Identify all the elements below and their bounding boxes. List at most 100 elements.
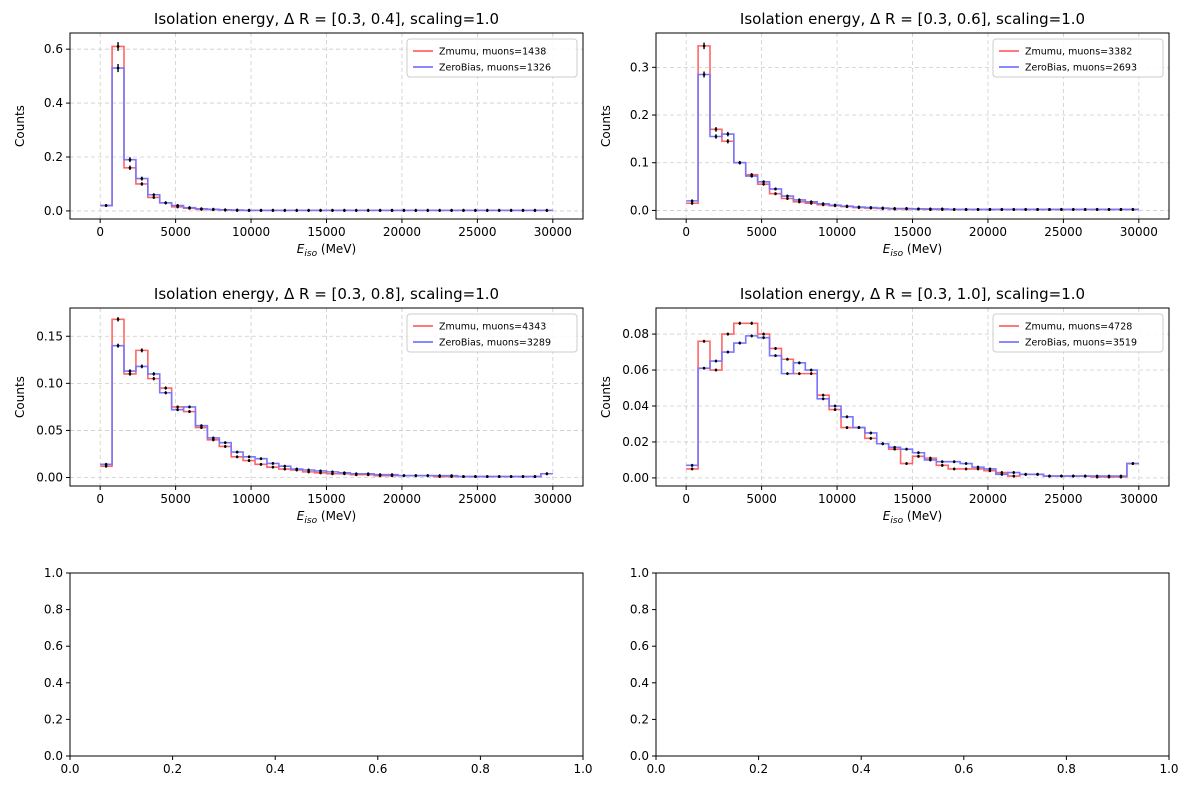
x-tick-label: 0 bbox=[96, 492, 104, 506]
data-point bbox=[104, 204, 108, 207]
data-point bbox=[702, 44, 706, 48]
data-point bbox=[845, 426, 849, 429]
data-point bbox=[988, 467, 992, 471]
data-point bbox=[450, 474, 453, 477]
x-tick-label: 0 bbox=[96, 225, 104, 239]
data-point bbox=[821, 397, 825, 401]
x-tick-label: 20000 bbox=[969, 225, 1007, 239]
x-tick-label: 15000 bbox=[893, 225, 931, 239]
data-point bbox=[1083, 474, 1087, 478]
x-tick-label: 0.8 bbox=[1057, 762, 1076, 776]
x-tick-label: 15000 bbox=[893, 492, 931, 506]
data-point bbox=[726, 139, 730, 143]
legend-entry: ZeroBias, muons=3519 bbox=[1025, 338, 1137, 349]
data-point bbox=[128, 158, 132, 161]
x-axis-label: Eiso (MeV) bbox=[883, 509, 942, 526]
data-point bbox=[319, 209, 322, 212]
data-point bbox=[869, 206, 873, 209]
data-point bbox=[988, 208, 992, 211]
data-point bbox=[366, 472, 370, 476]
data-point bbox=[750, 174, 753, 178]
legend: Zmumu, muons=1438 ZeroBias, muons=1326 bbox=[406, 38, 578, 78]
y-tick-label: 0.15 bbox=[36, 329, 63, 343]
data-point bbox=[1024, 208, 1027, 211]
data-point bbox=[798, 198, 801, 202]
data-point bbox=[188, 410, 191, 413]
y-tick-label: 0.0 bbox=[44, 749, 63, 763]
data-point bbox=[821, 393, 825, 397]
data-point bbox=[223, 445, 227, 448]
x-tick-label: 30000 bbox=[534, 225, 572, 239]
data-point bbox=[235, 455, 239, 459]
y-tick-label: 0.00 bbox=[622, 471, 649, 485]
y-axis-label: Counts bbox=[13, 105, 27, 147]
data-point bbox=[259, 463, 263, 466]
data-point bbox=[714, 368, 718, 372]
data-point bbox=[366, 209, 370, 212]
y-tick-label: 0.8 bbox=[630, 603, 649, 617]
subplot-5: 0.0 0.2 0.4 0.6 0.8 1.0 0.0 0.2 0.4 0.6 0.8 1.0 bbox=[44, 566, 593, 776]
data-point bbox=[128, 372, 132, 376]
data-point bbox=[952, 467, 956, 471]
data-point bbox=[976, 465, 980, 469]
x-tick-label: 10000 bbox=[232, 492, 270, 506]
legend-box bbox=[992, 38, 1164, 78]
x-tick-label: 20000 bbox=[383, 225, 421, 239]
x-axis-label: Eiso (MeV) bbox=[883, 242, 942, 259]
x-tick-label: 20000 bbox=[383, 492, 421, 506]
data-point bbox=[1060, 208, 1063, 211]
data-point bbox=[247, 209, 251, 212]
x-tick-label: 5000 bbox=[746, 492, 777, 506]
data-point bbox=[1012, 208, 1016, 211]
y-axis-label: Counts bbox=[13, 376, 27, 418]
data-point bbox=[881, 206, 885, 210]
data-point bbox=[283, 209, 287, 212]
x-tick-label: 5000 bbox=[160, 492, 191, 506]
data-point bbox=[1036, 473, 1039, 476]
data-point bbox=[474, 475, 477, 478]
data-point bbox=[438, 209, 441, 212]
legend-entry: Zmumu, muons=4343 bbox=[439, 322, 546, 333]
y-tick-label: 0.6 bbox=[630, 639, 649, 653]
axes-frame bbox=[69, 572, 584, 757]
data-point bbox=[343, 209, 346, 212]
data-point bbox=[164, 391, 167, 395]
data-point bbox=[235, 208, 239, 212]
legend-entry: Zmumu, muons=1438 bbox=[439, 47, 546, 58]
data-point bbox=[952, 460, 956, 464]
data-point bbox=[402, 474, 406, 477]
legend-entry: ZeroBias, muons=3289 bbox=[439, 338, 551, 349]
data-point bbox=[212, 207, 215, 211]
data-point bbox=[212, 436, 215, 440]
x-tick-label: 0 bbox=[682, 492, 690, 506]
data-point bbox=[426, 209, 430, 212]
data-point bbox=[354, 209, 358, 212]
data-point bbox=[702, 366, 706, 370]
x-tick-label: 0.2 bbox=[749, 762, 768, 776]
data-point bbox=[486, 475, 489, 478]
data-point bbox=[521, 475, 525, 478]
x-tick-label: 10000 bbox=[818, 492, 856, 506]
y-tick-label: 0.2 bbox=[630, 108, 649, 122]
data-point bbox=[762, 180, 765, 184]
data-point bbox=[1107, 474, 1111, 478]
data-point bbox=[798, 372, 801, 375]
data-point bbox=[307, 209, 310, 212]
legend-box bbox=[406, 313, 578, 353]
x-tick-label: 25000 bbox=[458, 225, 496, 239]
data-point bbox=[702, 73, 706, 76]
y-tick-label: 0.2 bbox=[44, 712, 63, 726]
data-point bbox=[738, 341, 742, 345]
data-point bbox=[881, 442, 885, 446]
data-point bbox=[940, 460, 944, 464]
x-tick-label: 0.4 bbox=[852, 762, 871, 776]
y-axis-label: Counts bbox=[599, 105, 613, 147]
x-tick-label: 5000 bbox=[746, 225, 777, 239]
data-point bbox=[545, 472, 549, 476]
legend-box bbox=[992, 313, 1164, 353]
data-point bbox=[509, 209, 513, 212]
y-tick-label: 0.06 bbox=[622, 363, 649, 377]
y-tick-label: 1.0 bbox=[44, 566, 63, 580]
data-point bbox=[343, 471, 346, 475]
data-point bbox=[893, 446, 896, 449]
